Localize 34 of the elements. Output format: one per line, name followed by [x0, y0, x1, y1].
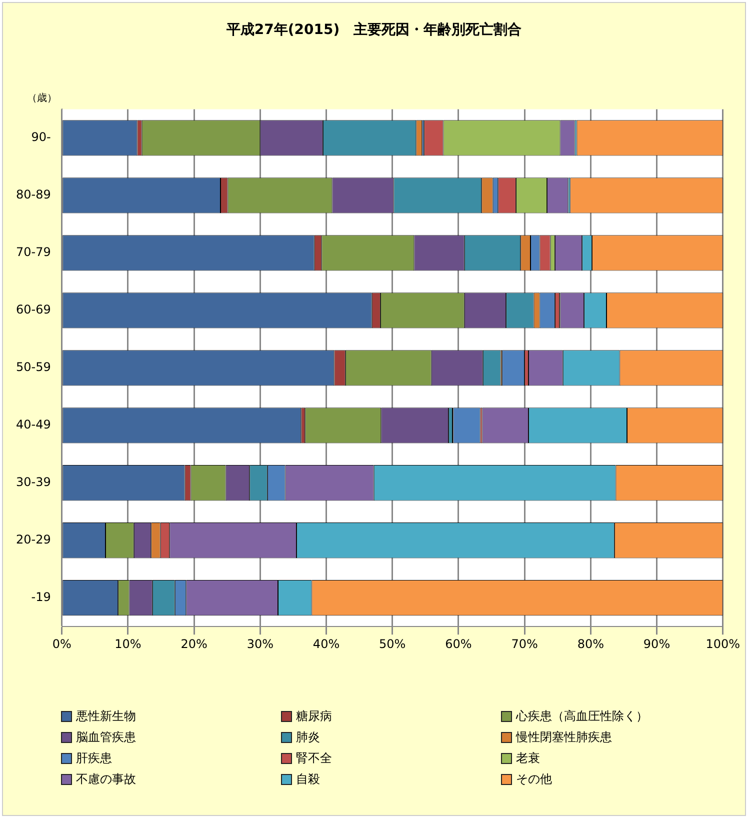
legend-label: 脳血管疾患	[76, 729, 136, 746]
y-tick-label: 30-39	[16, 475, 51, 490]
x-tick-label: 80%	[577, 636, 604, 651]
x-tick-label: 20%	[180, 636, 208, 651]
y-tick-label: 50-59	[16, 360, 51, 374]
y-tick-label: 20-29	[16, 532, 51, 546]
x-tick-label: 90%	[643, 636, 670, 651]
legend-label: 自殺	[296, 771, 320, 788]
y-tick-label: 40-49	[16, 418, 51, 432]
y-tick-label: 60-69	[16, 302, 51, 317]
y-axis-title: （歳）	[27, 92, 57, 105]
legend-label: 腎不全	[296, 750, 332, 767]
x-tick-label: 50%	[379, 636, 406, 651]
x-tick-label: 100%	[706, 636, 740, 651]
y-tick-label: 90-	[31, 130, 51, 144]
x-tick-label: 10%	[114, 636, 142, 651]
y-tick-label: 80-89	[16, 188, 51, 202]
chart-title: 平成27年(2015) 主要死因・年齢別死亡割合	[225, 21, 523, 39]
x-tick-label: 70%	[511, 636, 538, 651]
x-tick-label: 0%	[52, 636, 72, 651]
x-tick-label: 40%	[312, 636, 340, 651]
y-tick-label: -19	[31, 590, 51, 604]
legend-label: 肝疾患	[76, 750, 112, 767]
y-tick-label: 70-79	[16, 245, 51, 260]
legend-label: 肺炎	[296, 729, 320, 746]
legend-label: 老衰	[516, 750, 540, 767]
legend-label: その他	[516, 771, 552, 788]
legend-label: 悪性新生物	[76, 708, 136, 725]
legend-label: 糖尿病	[296, 708, 332, 725]
legend-label: 心疾患（高血圧性除く）	[516, 708, 648, 725]
x-tick-label: 60%	[445, 636, 472, 651]
x-tick-label: 30%	[246, 636, 274, 651]
legend-label: 不慮の事故	[76, 771, 136, 788]
legend-label: 慢性閉塞性肺疾患	[516, 729, 612, 746]
